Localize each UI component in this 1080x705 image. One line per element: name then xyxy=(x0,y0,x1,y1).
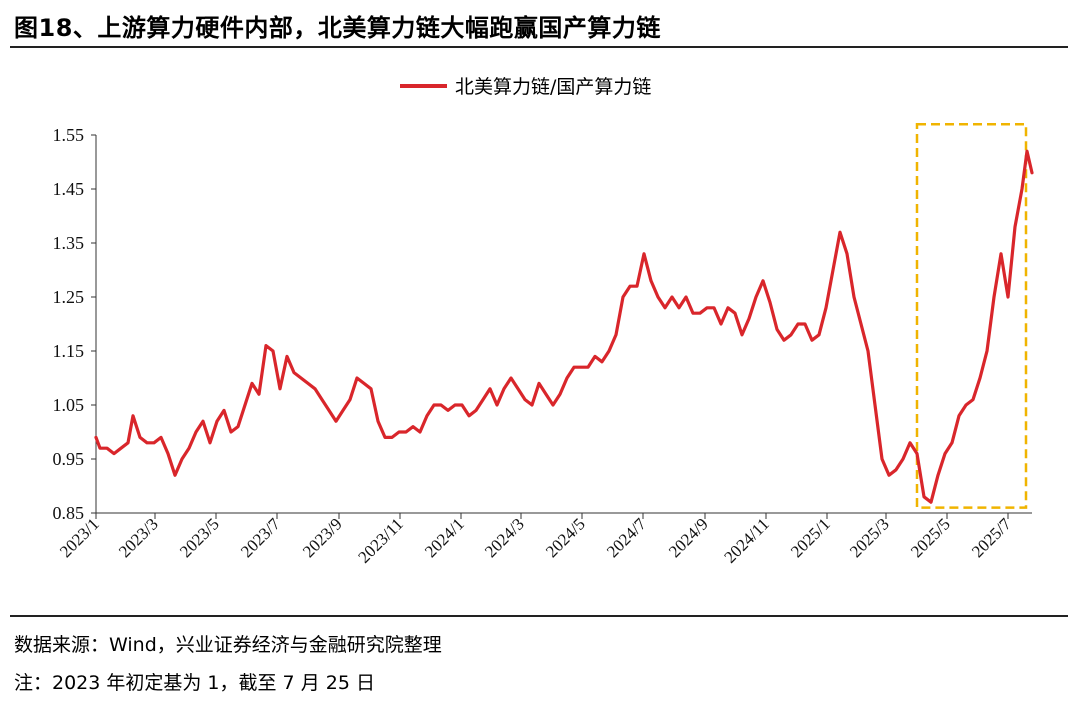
y-tick-label: 0.95 xyxy=(53,449,85,469)
x-axis: 2023/1 2023/3 2023/5 2023/7 2023/9 2023/11 202… xyxy=(56,512,1032,567)
y-tick-label: 0.85 xyxy=(53,503,85,523)
x-tick-label: 2024/3 xyxy=(481,514,528,561)
footnote: 注：2023 年初定基为 1，截至 7 月 25 日 xyxy=(14,672,375,694)
y-axis: 0.85 0.95 1.05 1.15 1.25 1.35 1.45 1.55 xyxy=(53,125,97,523)
series-layer xyxy=(94,149,1034,504)
y-tick-label: 1.05 xyxy=(53,395,85,415)
bottom-rule xyxy=(10,615,1068,617)
y-tick-label: 1.45 xyxy=(53,179,85,199)
y-tick-label: 1.25 xyxy=(53,287,85,307)
series-line xyxy=(94,149,1034,504)
x-tick-label: 2023/7 xyxy=(237,514,284,561)
source-note: 数据来源：Wind，兴业证券经济与金融研究院整理 xyxy=(14,634,442,656)
x-tick-label: 2024/7 xyxy=(603,514,650,561)
line-chart: 北美算力链/国产算力链 0.85 0.95 1.05 1.15 1.25 1.35 1.45… xyxy=(53,76,1034,567)
figure-title: 图18、上游算力硬件内部，北美算力链大幅跑赢国产算力链 xyxy=(14,14,661,42)
y-tick-label: 1.15 xyxy=(53,341,85,361)
x-tick-label: 2023/11 xyxy=(354,514,406,566)
highlight-box-layer xyxy=(915,122,1028,509)
top-rule xyxy=(10,46,1068,48)
x-tick-label: 2025/1 xyxy=(787,514,834,561)
legend-label: 北美算力链/国产算力链 xyxy=(455,76,651,98)
y-tick-label: 1.55 xyxy=(53,125,85,145)
y-tick-label: 1.35 xyxy=(53,233,85,253)
x-tick-label: 2025/3 xyxy=(846,514,893,561)
x-tick-label: 2023/5 xyxy=(176,514,223,561)
x-tick-label: 2025/5 xyxy=(907,514,954,561)
x-tick-label: 2024/11 xyxy=(720,514,772,566)
x-tick-label: 2023/9 xyxy=(299,514,346,561)
x-tick-label: 2024/1 xyxy=(421,514,468,561)
x-tick-label: 2024/5 xyxy=(542,514,589,561)
x-tick-label: 2024/9 xyxy=(665,514,712,561)
highlight-box xyxy=(915,122,1028,509)
x-tick-label: 2023/3 xyxy=(115,514,162,561)
chart-legend: 北美算力链/国产算力链 xyxy=(400,76,651,98)
x-tick-label: 2025/7 xyxy=(968,514,1015,561)
